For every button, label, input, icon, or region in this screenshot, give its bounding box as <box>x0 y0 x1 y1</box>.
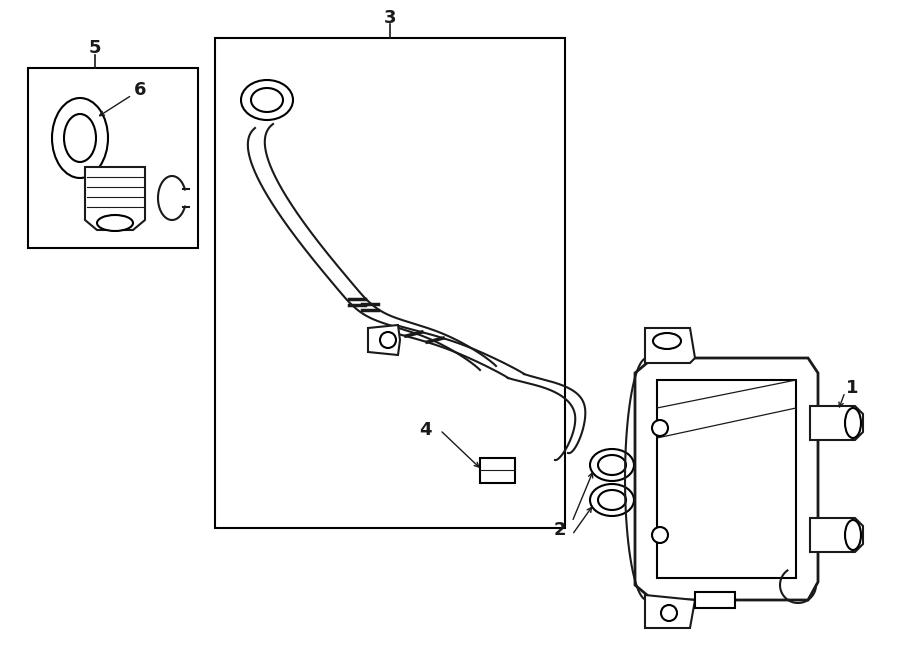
Polygon shape <box>635 358 818 600</box>
Bar <box>480 458 515 483</box>
Ellipse shape <box>652 420 668 436</box>
Ellipse shape <box>590 449 634 481</box>
Ellipse shape <box>652 527 668 543</box>
Text: 2: 2 <box>554 521 566 539</box>
Ellipse shape <box>251 88 283 112</box>
Polygon shape <box>645 595 695 628</box>
Polygon shape <box>368 325 400 355</box>
Bar <box>695 592 735 608</box>
Ellipse shape <box>598 490 626 510</box>
Text: 3: 3 <box>383 9 396 27</box>
Text: 1: 1 <box>846 379 859 397</box>
Ellipse shape <box>380 332 396 348</box>
Polygon shape <box>810 518 863 552</box>
Ellipse shape <box>845 408 861 438</box>
Text: 4: 4 <box>418 421 431 439</box>
Bar <box>28 68 198 248</box>
Ellipse shape <box>661 605 677 621</box>
Text: 6: 6 <box>134 81 146 99</box>
Ellipse shape <box>64 114 96 162</box>
Bar <box>657 380 796 578</box>
Bar <box>215 38 565 528</box>
Ellipse shape <box>97 215 133 231</box>
Ellipse shape <box>845 520 861 550</box>
Ellipse shape <box>241 80 293 120</box>
Ellipse shape <box>598 455 626 475</box>
Polygon shape <box>810 406 863 440</box>
Polygon shape <box>85 167 145 230</box>
Ellipse shape <box>52 98 108 178</box>
Ellipse shape <box>590 484 634 516</box>
Polygon shape <box>645 328 695 363</box>
Ellipse shape <box>653 333 681 349</box>
Text: 5: 5 <box>89 39 101 57</box>
